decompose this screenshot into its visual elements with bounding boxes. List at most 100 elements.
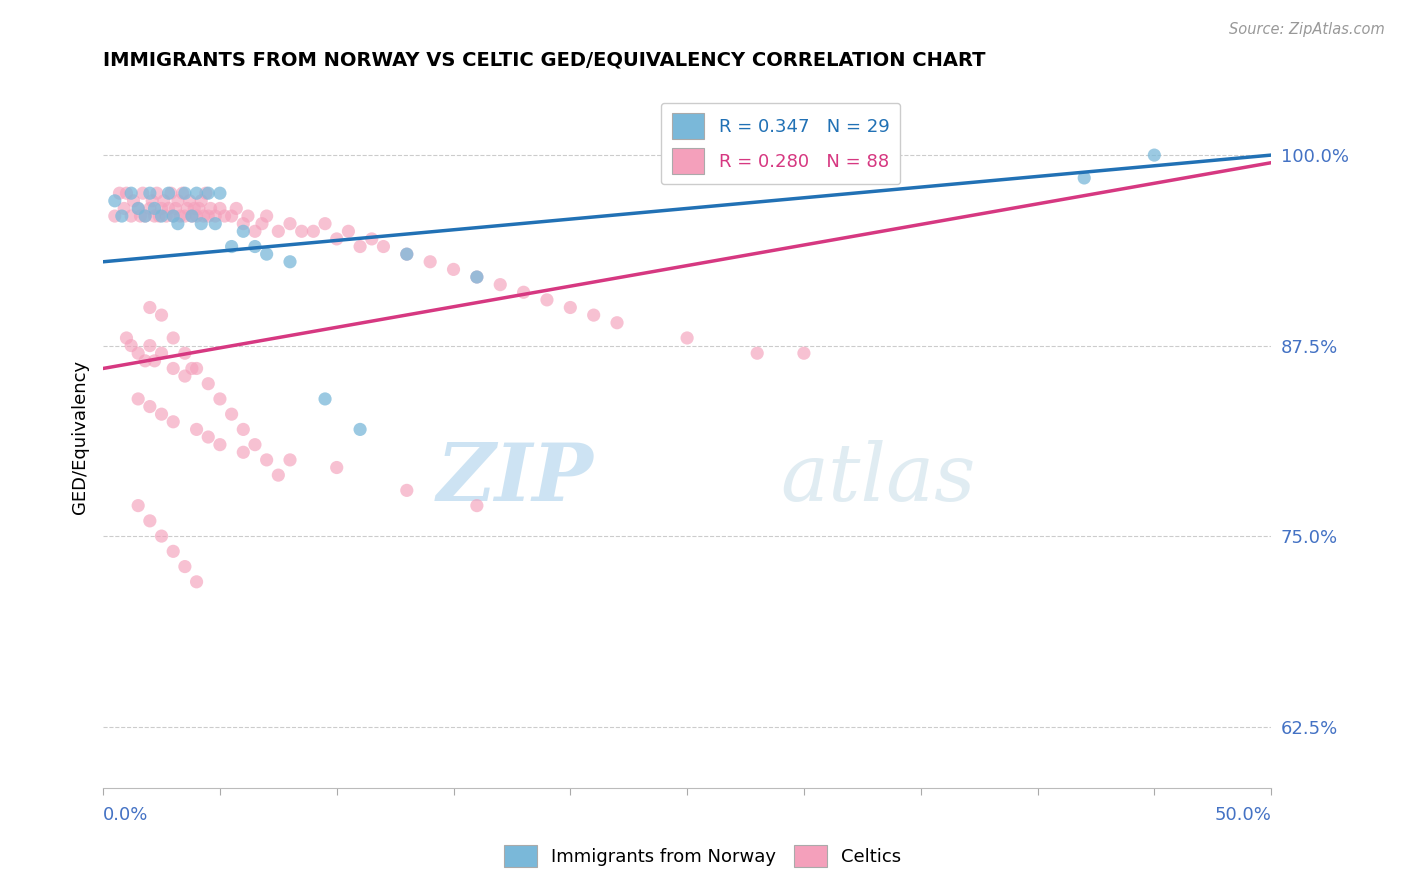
Point <box>232 422 254 436</box>
Point <box>793 346 815 360</box>
Point <box>173 209 195 223</box>
Point <box>162 209 184 223</box>
Point <box>183 202 205 216</box>
Point <box>141 194 163 208</box>
Point <box>465 270 488 285</box>
Point <box>173 346 195 360</box>
Point <box>162 331 184 345</box>
Point <box>208 437 231 451</box>
Point <box>197 186 219 201</box>
Point <box>190 194 212 208</box>
Point <box>127 499 149 513</box>
Point <box>134 209 156 223</box>
Point <box>172 186 194 201</box>
Point <box>197 376 219 391</box>
Point <box>204 217 226 231</box>
Point <box>143 209 166 223</box>
Point <box>104 194 127 208</box>
Text: 50.0%: 50.0% <box>1215 805 1271 824</box>
Point <box>173 186 195 201</box>
Point <box>208 186 231 201</box>
Point <box>395 483 418 498</box>
Point <box>150 529 173 543</box>
Point <box>127 346 149 360</box>
Point <box>139 514 162 528</box>
Point <box>291 224 314 238</box>
Point <box>465 499 488 513</box>
Point <box>127 202 149 216</box>
Point <box>267 224 290 238</box>
Point <box>146 186 169 201</box>
Point <box>197 430 219 444</box>
Point <box>256 453 278 467</box>
Point <box>153 194 176 208</box>
Point <box>132 186 155 201</box>
Point <box>165 202 187 216</box>
Point <box>337 224 360 238</box>
Point <box>111 209 134 223</box>
Point <box>150 202 173 216</box>
Point <box>200 202 222 216</box>
Point <box>232 224 254 238</box>
Point <box>134 209 156 223</box>
Point <box>232 217 254 231</box>
Point <box>225 202 247 216</box>
Point <box>186 186 208 201</box>
Point <box>267 468 290 483</box>
Text: 0.0%: 0.0% <box>103 805 149 824</box>
Point <box>204 209 226 223</box>
Point <box>208 392 231 406</box>
Point <box>112 202 135 216</box>
Point <box>180 209 202 223</box>
Text: atlas: atlas <box>780 441 976 518</box>
Point <box>155 209 177 223</box>
Point <box>115 331 138 345</box>
Point <box>120 186 142 201</box>
Point <box>187 202 209 216</box>
Point <box>256 209 278 223</box>
Point <box>115 186 138 201</box>
Legend: R = 0.347   N = 29, R = 0.280   N = 88: R = 0.347 N = 29, R = 0.280 N = 88 <box>661 103 900 185</box>
Point <box>349 239 371 253</box>
Point <box>560 301 582 315</box>
Point <box>150 308 173 322</box>
Point <box>173 559 195 574</box>
Point <box>129 209 152 223</box>
Point <box>747 346 769 360</box>
Point <box>221 407 243 421</box>
Point <box>186 422 208 436</box>
Point <box>314 217 336 231</box>
Point <box>104 209 127 223</box>
Point <box>127 202 149 216</box>
Point <box>134 354 156 368</box>
Point <box>208 202 231 216</box>
Point <box>221 209 243 223</box>
Point <box>139 202 162 216</box>
Point <box>360 232 382 246</box>
Point <box>162 209 184 223</box>
Point <box>676 331 699 345</box>
Point <box>139 338 162 352</box>
Point <box>190 217 212 231</box>
Point <box>243 239 266 253</box>
Point <box>582 308 605 322</box>
Point <box>278 254 301 268</box>
Point <box>120 338 142 352</box>
Point <box>395 247 418 261</box>
Point <box>139 400 162 414</box>
Point <box>150 209 173 223</box>
Point <box>180 209 202 223</box>
Point <box>169 209 191 223</box>
Point <box>157 202 180 216</box>
Point <box>197 209 219 223</box>
Point <box>243 437 266 451</box>
Point <box>108 186 131 201</box>
Point <box>186 574 208 589</box>
Point <box>150 407 173 421</box>
Point <box>167 194 190 208</box>
Point <box>302 224 325 238</box>
Point <box>349 422 371 436</box>
Point <box>256 247 278 261</box>
Point <box>186 209 208 223</box>
Point <box>150 346 173 360</box>
